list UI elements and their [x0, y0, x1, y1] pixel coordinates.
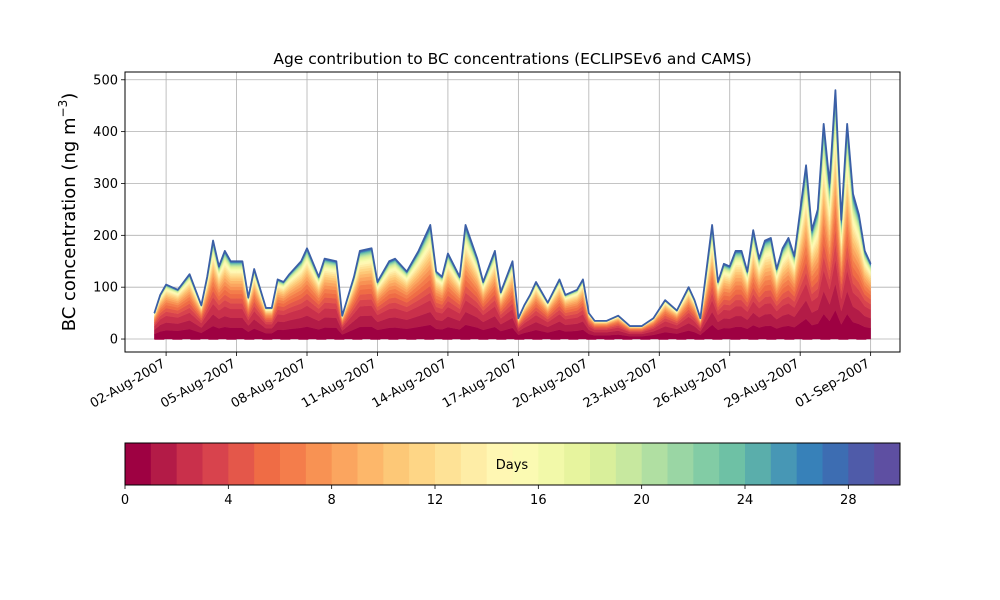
colorbar-tick-label: 12 [427, 493, 444, 508]
plot-frame [124, 71, 901, 353]
colorbar-tick-label: 28 [840, 493, 857, 508]
x-tick-label: 26-Aug-2007 [651, 356, 731, 411]
colorbar-cell-7 [305, 443, 333, 485]
colorbar-cell-4 [228, 443, 255, 485]
x-tick-label: 08-Aug-2007 [229, 356, 309, 411]
colorbar-frame [124, 442, 901, 486]
colorbar-cell-11 [409, 443, 436, 485]
colorbar-cell-3 [202, 443, 229, 485]
colorbar: Days 0 4 8 12 16 20 24 28 [121, 442, 901, 508]
y-axis: 0 100 200 300 400 500 [93, 73, 125, 348]
x-tick-label: 29-Aug-2007 [722, 356, 802, 411]
y-axis-label-text: BC concentration (ng m [59, 117, 80, 331]
x-tick-label: 14-Aug-2007 [370, 356, 450, 411]
y-tick-label: 300 [93, 177, 118, 192]
colorbar-cell-22 [693, 443, 720, 485]
colorbar-tick-label: 24 [737, 493, 754, 508]
y-axis-label-superscript: −3 [56, 100, 70, 118]
colorbar-tick-label: 8 [328, 493, 336, 508]
y-tick-label: 0 [110, 333, 118, 348]
x-tick-label: 17-Aug-2007 [440, 356, 520, 411]
x-tick-label: 01-Sep-2007 [793, 356, 873, 411]
y-axis-label: BC concentration (ng m−3) [56, 93, 80, 332]
colorbar-tick-label: 16 [530, 493, 547, 508]
plot-area [124, 71, 901, 353]
colorbar-cell-24 [745, 443, 772, 485]
colorbar-cell-5 [254, 443, 281, 485]
chart-title: Age contribution to BC concentrations (E… [273, 50, 751, 68]
colorbar-cell-9 [357, 443, 384, 485]
colorbar-cell-28 [848, 443, 875, 485]
colorbar-cell-8 [331, 443, 358, 485]
y-axis-label-suffix: ) [59, 93, 80, 100]
x-tick-label: 20-Aug-2007 [510, 356, 590, 411]
colorbar-cell-13 [460, 443, 488, 485]
colorbar-cells [125, 443, 901, 485]
colorbar-cell-18 [590, 443, 617, 485]
colorbar-cell-15 [512, 443, 539, 485]
colorbar-cell-0 [125, 443, 152, 485]
colorbar-cell-21 [667, 443, 694, 485]
colorbar-cell-26 [796, 443, 823, 485]
grid [125, 72, 900, 352]
y-tick-label: 100 [93, 281, 118, 296]
colorbar-tick-label: 20 [633, 493, 650, 508]
age-layers [154, 90, 871, 340]
colorbar-tick-label: 4 [224, 493, 232, 508]
x-tick-label: 02-Aug-2007 [88, 356, 168, 411]
y-tick-label: 400 [93, 125, 118, 140]
colorbar-cell-23 [719, 443, 746, 485]
colorbar-cell-16 [538, 443, 565, 485]
x-tick-label: 05-Aug-2007 [158, 356, 238, 411]
colorbar-ticks: 0 4 8 12 16 20 24 28 [121, 485, 857, 508]
colorbar-cell-14 [486, 443, 513, 485]
colorbar-cell-17 [564, 443, 591, 485]
total-outline [153, 89, 872, 327]
colorbar-cell-25 [770, 443, 798, 485]
colorbar-cell-1 [150, 443, 178, 485]
colorbar-tick-label: 0 [121, 493, 129, 508]
colorbar-cell-29 [874, 443, 901, 485]
x-tick-label: 23-Aug-2007 [581, 356, 661, 411]
y-tick-label: 500 [93, 73, 118, 88]
colorbar-cell-6 [280, 443, 307, 485]
x-axis: 02-Aug-200705-Aug-200708-Aug-200711-Aug-… [88, 352, 873, 412]
y-tick-label: 200 [93, 229, 118, 244]
colorbar-label: Days [496, 458, 529, 473]
colorbar-cell-10 [383, 443, 410, 485]
colorbar-cell-27 [822, 443, 849, 485]
colorbar-cell-12 [435, 443, 462, 485]
x-tick-label: 11-Aug-2007 [299, 356, 379, 411]
colorbar-cell-20 [641, 443, 668, 485]
total-concentration-line [153, 89, 872, 327]
colorbar-cell-19 [615, 443, 643, 485]
colorbar-cell-2 [176, 443, 203, 485]
